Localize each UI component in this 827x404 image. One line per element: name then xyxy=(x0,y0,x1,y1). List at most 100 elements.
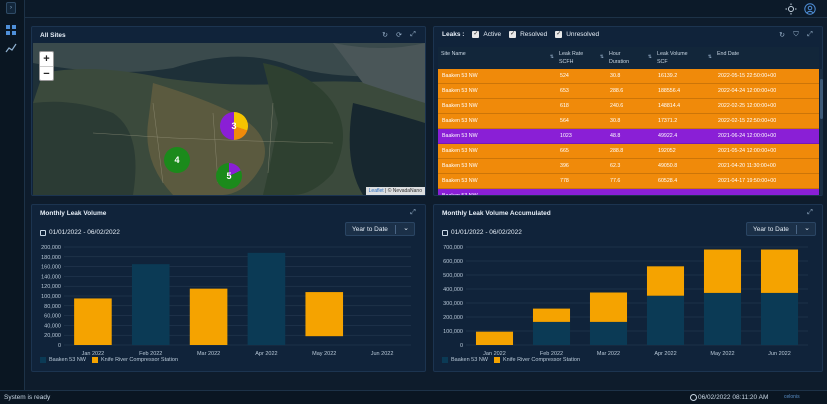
refresh-icon[interactable]: ↻ xyxy=(382,32,388,39)
map-view[interactable]: + − 3 4 5 Leaflet | © NevadaNano xyxy=(33,43,425,195)
x-tick-label: Mar 2022 xyxy=(197,351,220,357)
bar-floating[interactable] xyxy=(305,292,344,337)
period-select[interactable]: Year to Date ⌄ xyxy=(345,222,415,236)
x-tick-label: Jan 2022 xyxy=(483,351,506,357)
table-cell: 77.6 xyxy=(610,178,621,184)
all-sites-panel: All Sites ↻ ⟳ ⤢ xyxy=(31,26,426,196)
bar-baaken-53-nw[interactable] xyxy=(589,321,628,345)
site-cluster-marker[interactable]: 4 xyxy=(164,147,190,173)
legend-label[interactable]: Knife River Compressor Station xyxy=(101,357,179,363)
leaflet-link[interactable]: Leaflet xyxy=(368,188,384,194)
expand-icon[interactable]: ⤢ xyxy=(410,209,416,216)
sort-icon: ⇅ xyxy=(599,54,604,60)
table-body: Baaken 53 NW 524 30.8 16139.2 2022-05-15 22:… xyxy=(438,69,819,195)
expand-icon[interactable]: ⤢ xyxy=(410,31,416,38)
bar-knife-river-compressor-station[interactable] xyxy=(646,266,685,296)
reload-icon[interactable]: ⟳ xyxy=(396,32,402,39)
table-cell: 1023 xyxy=(560,133,572,139)
table-cell xyxy=(654,189,714,195)
bar-baaken-53-nw[interactable] xyxy=(703,292,742,345)
accumulated-volume-chart: 0 100,000 200,000 300,000 400,000 500,000 600,… xyxy=(443,245,808,357)
filter-label: Resolved xyxy=(520,31,548,38)
column-header[interactable]: End Date xyxy=(717,51,740,57)
column-header[interactable]: Leak Rate SCFH ⇅ xyxy=(559,51,604,65)
bar-knife-river-compressor-station[interactable] xyxy=(74,298,112,345)
table-cell: 524 xyxy=(560,73,569,79)
site-cluster-marker[interactable]: 3 xyxy=(220,112,248,140)
table-row[interactable]: Baaken 53 NW 396 62.3 49050.8 2021-04-20 11:… xyxy=(438,159,819,174)
table-row[interactable]: Baaken 53 NW 564 30.8 17371.2 2022-02-15 22:… xyxy=(438,114,819,129)
y-tick-label: 300,000 xyxy=(443,301,463,307)
refresh-icon[interactable]: ↻ xyxy=(779,32,785,39)
filter-icon[interactable]: ⛉ xyxy=(793,31,799,38)
bar-knife-river-compressor-station[interactable] xyxy=(475,331,514,345)
trend-chart-icon[interactable] xyxy=(5,42,17,54)
resolved-checkbox[interactable]: ✓ xyxy=(509,31,517,38)
table-cell: 17371.2 xyxy=(658,118,678,124)
brightness-icon[interactable] xyxy=(785,3,797,15)
bar-knife-river-compressor-station[interactable] xyxy=(189,288,228,345)
bar-knife-river-compressor-station[interactable] xyxy=(760,249,799,293)
table-cell: 2022-02-15 22:50:00+00 xyxy=(718,118,777,124)
table-cell: 60528.4 xyxy=(658,178,678,184)
date-range[interactable]: 01/01/2022 - 06/02/2022 xyxy=(442,229,522,236)
bar-baaken-53-nw[interactable] xyxy=(247,252,286,345)
table-cell: 62.3 xyxy=(610,163,621,169)
bar-baaken-53-nw[interactable] xyxy=(760,292,799,345)
bar-knife-river-compressor-station[interactable] xyxy=(703,249,742,293)
table-row[interactable]: Baaken 53 NW 665 288.8 192052 2021-05-24 12:… xyxy=(438,144,819,159)
table-cell: Baaken 53 NW xyxy=(442,88,478,94)
active-checkbox[interactable]: ✓ xyxy=(472,31,480,38)
column-header[interactable]: Site Name ⇅ xyxy=(441,51,554,60)
table-cell: 49922.4 xyxy=(658,133,678,139)
table-cell: 2022-02-25 12:00:00+00 xyxy=(718,103,777,109)
table-cell: 148814.4 xyxy=(658,103,681,109)
table-row[interactable]: Baaken 53 NW 778 77.6 60528.4 2021-04-17 19:… xyxy=(438,174,819,189)
status-text: System is ready xyxy=(4,394,51,401)
sort-icon: ⇅ xyxy=(549,54,554,60)
table-row[interactable]: Baaken 53 NW 618 240.6 148814.4 2022-02-25 1… xyxy=(438,99,819,114)
bar-baaken-53-nw[interactable] xyxy=(646,295,685,345)
legend-label[interactable]: Baaken 53 NW xyxy=(49,357,86,363)
calendar-icon xyxy=(40,229,46,236)
leak-filters: Leaks : ✓ Active ✓ Resolved ✓ Unresolved xyxy=(442,31,603,38)
bar-knife-river-compressor-station[interactable] xyxy=(532,308,571,322)
expand-icon[interactable]: ⤢ xyxy=(807,31,813,38)
table-row[interactable]: Baaken 53 NW 524 30.8 16139.2 2022-05-15 22:… xyxy=(438,69,819,84)
table-cell: Baaken 53 NW xyxy=(442,103,478,109)
filter-label: Unresolved xyxy=(566,31,600,38)
legend-label[interactable]: Baaken 53 NW xyxy=(451,357,488,363)
table-cell: 653 xyxy=(560,88,569,94)
panel-title: Leaks : xyxy=(442,31,465,38)
sidebar-toggle[interactable]: › xyxy=(6,2,16,14)
table-cell: Baaken 53 NW xyxy=(442,133,478,139)
unresolved-checkbox[interactable]: ✓ xyxy=(555,31,563,38)
legend-swatch xyxy=(442,357,448,363)
table-row[interactable]: Baaken 53 NW 653 288.6 188556.4 2022-04-24 1… xyxy=(438,84,819,99)
dashboard-icon[interactable] xyxy=(5,24,17,36)
chevron-down-icon: ⌄ xyxy=(403,225,409,232)
panel-title: All Sites xyxy=(40,32,66,39)
date-range[interactable]: 01/01/2022 - 06/02/2022 xyxy=(40,229,120,236)
zoom-in-button[interactable]: + xyxy=(43,53,50,65)
table-row[interactable]: Baaken 53 NW xyxy=(438,189,819,195)
legend-label[interactable]: Knife River Compressor Station xyxy=(503,357,581,363)
table-scrollbar[interactable] xyxy=(820,69,823,195)
column-header[interactable]: Leak Volume SCF ⇅ xyxy=(657,51,712,65)
period-select[interactable]: Year to Date ⌄ xyxy=(746,222,816,236)
zoom-out-button[interactable]: − xyxy=(40,66,53,80)
bar-baaken-53-nw[interactable] xyxy=(131,264,170,345)
bar-baaken-53-nw[interactable] xyxy=(532,321,571,345)
sort-icon: ⇅ xyxy=(707,54,712,60)
expand-icon[interactable]: ⤢ xyxy=(807,209,813,216)
site-cluster-marker[interactable]: 5 xyxy=(216,163,242,189)
user-account-icon[interactable] xyxy=(804,3,816,15)
table-cell: 48.8 xyxy=(610,133,621,139)
y-tick-label: 160,000 xyxy=(41,265,61,271)
cluster-count: 4 xyxy=(174,155,180,165)
column-header[interactable]: Hour Duration ⇅ xyxy=(609,51,652,65)
bar-knife-river-compressor-station[interactable] xyxy=(589,292,628,322)
x-tick-label: May 2022 xyxy=(710,351,734,357)
x-tick-label: Feb 2022 xyxy=(540,351,563,357)
table-row[interactable]: Baaken 53 NW 1023 48.8 49922.4 2021-06-24 12… xyxy=(438,129,819,144)
